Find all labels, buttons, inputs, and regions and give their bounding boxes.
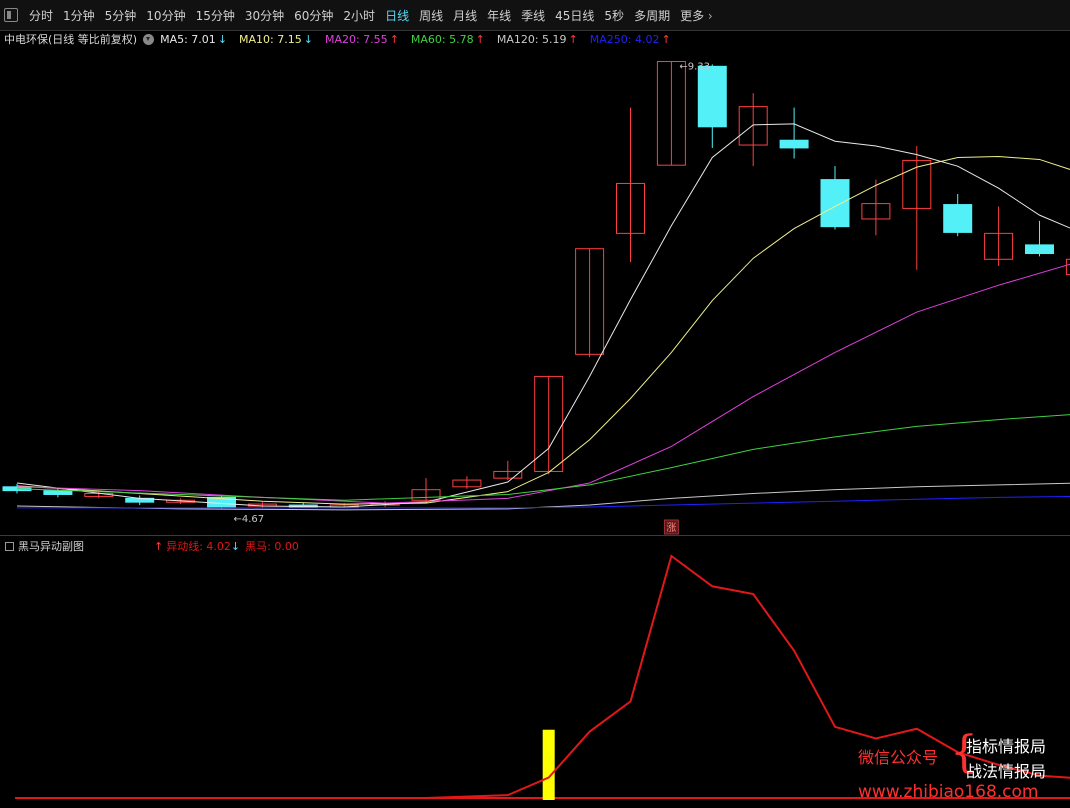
ma-legend-ma120: MA120: 5.19 ↑: [496, 32, 578, 46]
horse-bar: [542, 729, 555, 800]
limit-up-marker-box: [663, 519, 679, 535]
indicator-header: 黑马异动副图 ↑ 异动线: 4.02 ↓ 黑马: 0.00: [0, 537, 299, 555]
candle-body: [984, 232, 1014, 260]
candle-body: [43, 490, 73, 495]
period-tab-16[interactable]: 更多: [675, 7, 718, 24]
indicator-name: 黑马异动副图: [18, 540, 84, 553]
period-tab-14[interactable]: 5秒: [604, 8, 625, 23]
candle-body: [575, 248, 605, 355]
period-tab-9[interactable]: 周线: [419, 8, 444, 23]
candle-body: [943, 204, 973, 233]
watermark-brand2: 战法情报局: [966, 762, 1047, 781]
ma-line-ma5: [16, 123, 1070, 508]
candle-body: [493, 470, 523, 479]
ma-line-ma10: [16, 156, 1070, 505]
candle-body: [411, 489, 441, 501]
indicator-icon: [5, 541, 14, 551]
candle-body: [697, 65, 727, 128]
period-tab-4[interactable]: 15分钟: [195, 8, 235, 23]
ma-arrow-icon: ↓: [303, 32, 313, 46]
indicator-line-label: 异动线: 4.02: [166, 540, 231, 553]
ma-arrow-icon: ↑: [389, 32, 399, 46]
period-toolbar: 分时 1分钟 5分钟 10分钟 15分钟 30分钟 60分钟 2小时 日线 周线 月线 年线 季线 45日…: [0, 0, 1070, 31]
period-tab-15[interactable]: 多周期: [634, 8, 671, 23]
candle-body: [166, 499, 196, 503]
ma-line-ma20: [16, 263, 1070, 504]
period-tab-10[interactable]: 月线: [453, 8, 478, 23]
watermark-site: www.zhibiao168.com: [858, 782, 1039, 802]
limit-up-marker: 涨: [666, 522, 676, 534]
ma-arrow-icon: ↑: [661, 32, 671, 46]
candle-body: [452, 479, 482, 488]
ma-line-ma60: [16, 414, 1070, 501]
sidebar-toggle-icon[interactable]: [4, 8, 18, 22]
candle-body: [1025, 244, 1054, 255]
period-tab-5[interactable]: 30分钟: [244, 8, 285, 23]
candle-body: [1065, 258, 1070, 276]
period-tab-1[interactable]: 1分钟: [63, 8, 95, 23]
watermark-brand1: 指标情报局: [966, 737, 1047, 756]
options-dropdown-icon[interactable]: [143, 33, 155, 45]
period-tab-11[interactable]: 年线: [487, 8, 512, 23]
period-tab-12[interactable]: 季线: [521, 8, 546, 23]
ma-line-ma250: [17, 496, 1070, 509]
candle-body: [902, 159, 932, 209]
watermark-wechat: 微信公众号: [858, 748, 939, 767]
period-tab-3[interactable]: 10分钟: [146, 8, 186, 23]
low-price-label: ←4.67: [234, 514, 265, 525]
brace-icon: {: [950, 727, 978, 778]
line-up-arrow-icon: ↑: [154, 539, 164, 553]
candle-body: [738, 106, 768, 146]
ma-arrow-icon: ↑: [475, 32, 485, 46]
ma-legend-ma5: MA5: 7.01 ↓: [160, 32, 228, 46]
candle-body: [656, 61, 686, 166]
candle-body: [861, 203, 891, 220]
ma-line-ma120: [16, 482, 1070, 511]
line-arrow-icon: ↓: [230, 539, 241, 553]
ma-arrow-icon: ↓: [217, 32, 228, 46]
ma-arrow-icon: ↑: [568, 32, 578, 46]
period-tab-2[interactable]: 5分钟: [104, 8, 137, 23]
period-tab-8[interactable]: 日线: [385, 8, 410, 23]
ma-legend-ma10: MA10: 7.15 ↓: [239, 32, 313, 46]
candle-body: [820, 179, 850, 228]
period-tab-0[interactable]: 分时: [29, 8, 54, 23]
stock-title: 中电环保(日线 等比前复权): [4, 33, 138, 46]
ma-legend-ma60: MA60: 5.78 ↑: [410, 32, 485, 46]
ma-legend-ma250: MA250: 4.02 ↑: [589, 32, 671, 46]
horse-label: 黑马: 0.00: [245, 540, 299, 553]
candle-body: [616, 182, 645, 234]
period-tab-6[interactable]: 60分钟: [294, 8, 334, 23]
period-tab-7[interactable]: 2小时: [343, 8, 376, 23]
ma-legend-ma20: MA20: 7.55 ↑: [324, 32, 399, 46]
indicator-line: [17, 554, 1070, 800]
high-price-label: ←9.33: [679, 62, 710, 73]
pane-divider[interactable]: [0, 535, 1070, 536]
candle-body: [779, 139, 809, 149]
main-chart-header: 中电环保(日线 等比前复权) MA5: 7.01 ↓ MA10: 7.15 ↓ MA20…: [0, 30, 689, 48]
period-tab-13[interactable]: 45日线: [555, 8, 595, 23]
